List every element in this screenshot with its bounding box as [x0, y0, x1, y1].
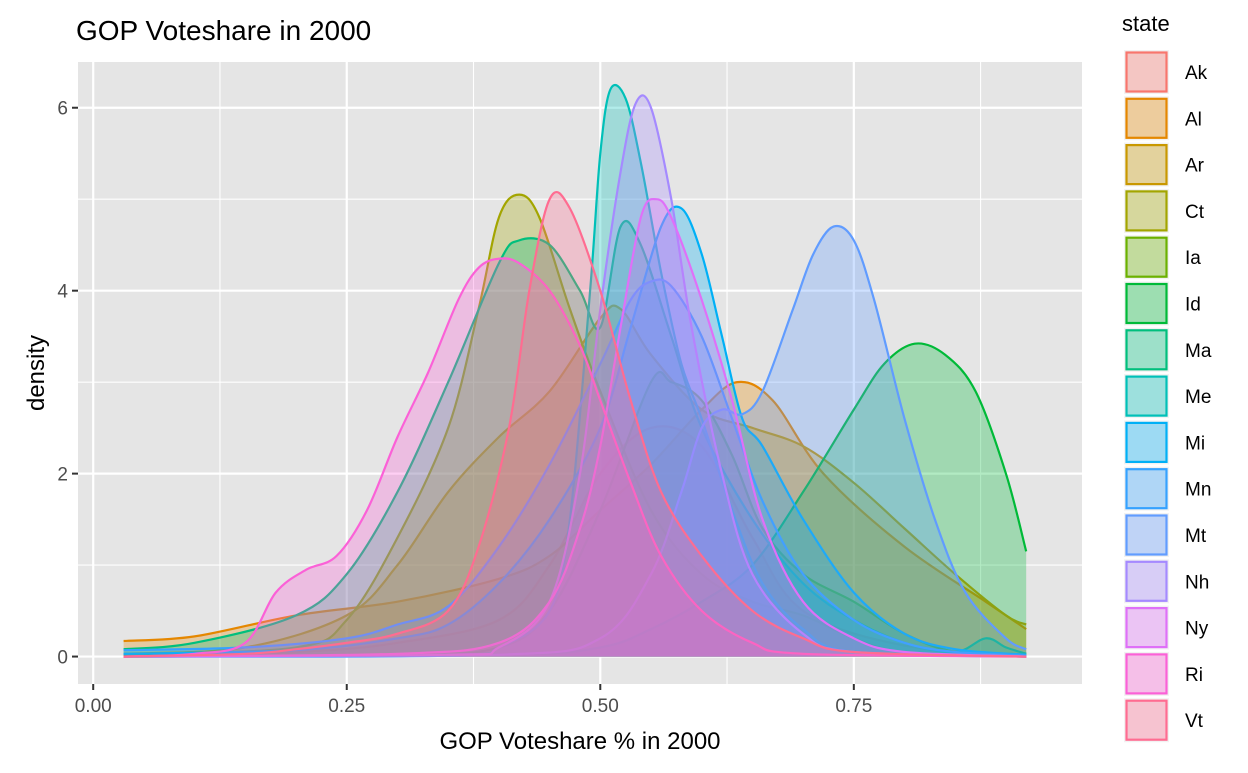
legend-key-bg: [1124, 651, 1169, 696]
density-area-mi: [123, 206, 1027, 657]
x-tick-label: 0.25: [328, 696, 365, 717]
grid-minor: [78, 62, 1082, 684]
y-axis: 0 2 4 6: [57, 99, 78, 669]
density-line-mn: [123, 278, 1027, 657]
legend-key-ma: [1125, 329, 1168, 371]
y-axis-label: density: [23, 335, 50, 411]
legend-key-mt: [1125, 514, 1168, 556]
density-line-mi: [123, 205, 1027, 656]
legend-key-me: [1125, 375, 1168, 417]
density-area-ri: [123, 258, 1027, 657]
density-areas: [123, 84, 1028, 658]
density-line-mt: [123, 224, 1027, 658]
legend-label-mt: Mt: [1185, 526, 1207, 547]
legend-key-bg: [1124, 559, 1169, 604]
legend-label-ar: Ar: [1185, 156, 1205, 177]
legend-key-id: [1125, 282, 1168, 325]
legend-key-mn: [1125, 468, 1168, 510]
legend-key-nh: [1125, 560, 1168, 602]
density-area-ia: [123, 371, 1027, 657]
density-line-vt: [123, 190, 1027, 658]
legend-key-bg: [1124, 374, 1169, 419]
legend-key-ny: [1125, 606, 1168, 649]
density-area-mn: [123, 279, 1027, 657]
legend-key-bg: [1124, 281, 1169, 326]
legend-key-ia: [1125, 236, 1168, 278]
density-area-id: [123, 343, 1027, 657]
density-line-ny: [123, 197, 1027, 658]
y-tick-label: 0: [57, 648, 68, 669]
density-area-ct: [123, 194, 1027, 657]
legend-key-ak: [1125, 51, 1168, 93]
legend-label-ri: Ri: [1185, 665, 1203, 686]
legend-key-ar: [1125, 144, 1168, 186]
legend-key-ri: [1125, 653, 1168, 695]
legend-label-vt: Vt: [1185, 711, 1204, 732]
y-tick-label: 2: [57, 465, 68, 486]
legend-key-al: [1125, 97, 1168, 139]
plot-panel: [78, 62, 1082, 684]
density-line-ia: [123, 370, 1027, 658]
legend-label-mn: Mn: [1185, 480, 1211, 501]
legend-key-ct: [1125, 190, 1168, 232]
legend-key-bg: [1124, 698, 1169, 743]
legend-key-bg: [1124, 50, 1169, 94]
density-line-nh: [123, 94, 1027, 658]
legend-label-mi: Mi: [1185, 433, 1205, 454]
legend-key-bg: [1124, 327, 1169, 372]
legend-label-ak: Ak: [1185, 63, 1208, 84]
chart-title: GOP Voteshare in 2000: [76, 15, 371, 46]
density-area-mt: [123, 226, 1027, 657]
y-tick-label: 6: [57, 99, 68, 120]
density-area-ma: [123, 221, 1027, 657]
legend: state Ak Al Ar Ct Ia Id Ma Me Mi Mn Mt Nh Ny Ri Vt: [1122, 11, 1212, 743]
density-line-al: [123, 380, 1027, 643]
x-tick-label: 0.00: [75, 696, 112, 717]
legend-label-ct: Ct: [1185, 202, 1205, 223]
x-tick-label: 0.75: [835, 696, 872, 717]
legend-key-bg: [1124, 605, 1169, 650]
legend-key-bg: [1124, 142, 1169, 187]
density-line-ct: [123, 193, 1027, 658]
legend-label-id: Id: [1185, 295, 1201, 316]
legend-key-bg: [1124, 235, 1169, 280]
legend-label-ia: Ia: [1185, 248, 1201, 269]
legend-label-me: Me: [1185, 387, 1211, 408]
legend-key-bg: [1124, 188, 1169, 233]
legend-title: state: [1122, 11, 1170, 36]
legend-label-nh: Nh: [1185, 572, 1209, 593]
x-axis-label: GOP Voteshare % in 2000: [439, 728, 720, 755]
density-line-ar: [123, 304, 1027, 655]
legend-key-bg: [1124, 420, 1169, 465]
density-area-ny: [123, 199, 1027, 657]
legend-key-bg: [1124, 96, 1169, 141]
legend-label-ny: Ny: [1185, 619, 1209, 640]
legend-key-bg: [1124, 513, 1169, 557]
legend-key-bg: [1124, 466, 1169, 511]
legend-label-al: Al: [1185, 109, 1202, 130]
density-line-ri: [123, 257, 1027, 658]
density-area-vt: [123, 192, 1027, 657]
legend-key-mi: [1125, 421, 1168, 463]
legend-label-ma: Ma: [1185, 341, 1212, 362]
legend-key-vt: [1125, 699, 1168, 741]
x-tick-label: 0.50: [582, 696, 619, 717]
y-tick-label: 4: [57, 282, 68, 303]
density-area-al: [123, 381, 1027, 657]
x-axis: 0.00 0.25 0.50 0.75: [75, 684, 872, 717]
